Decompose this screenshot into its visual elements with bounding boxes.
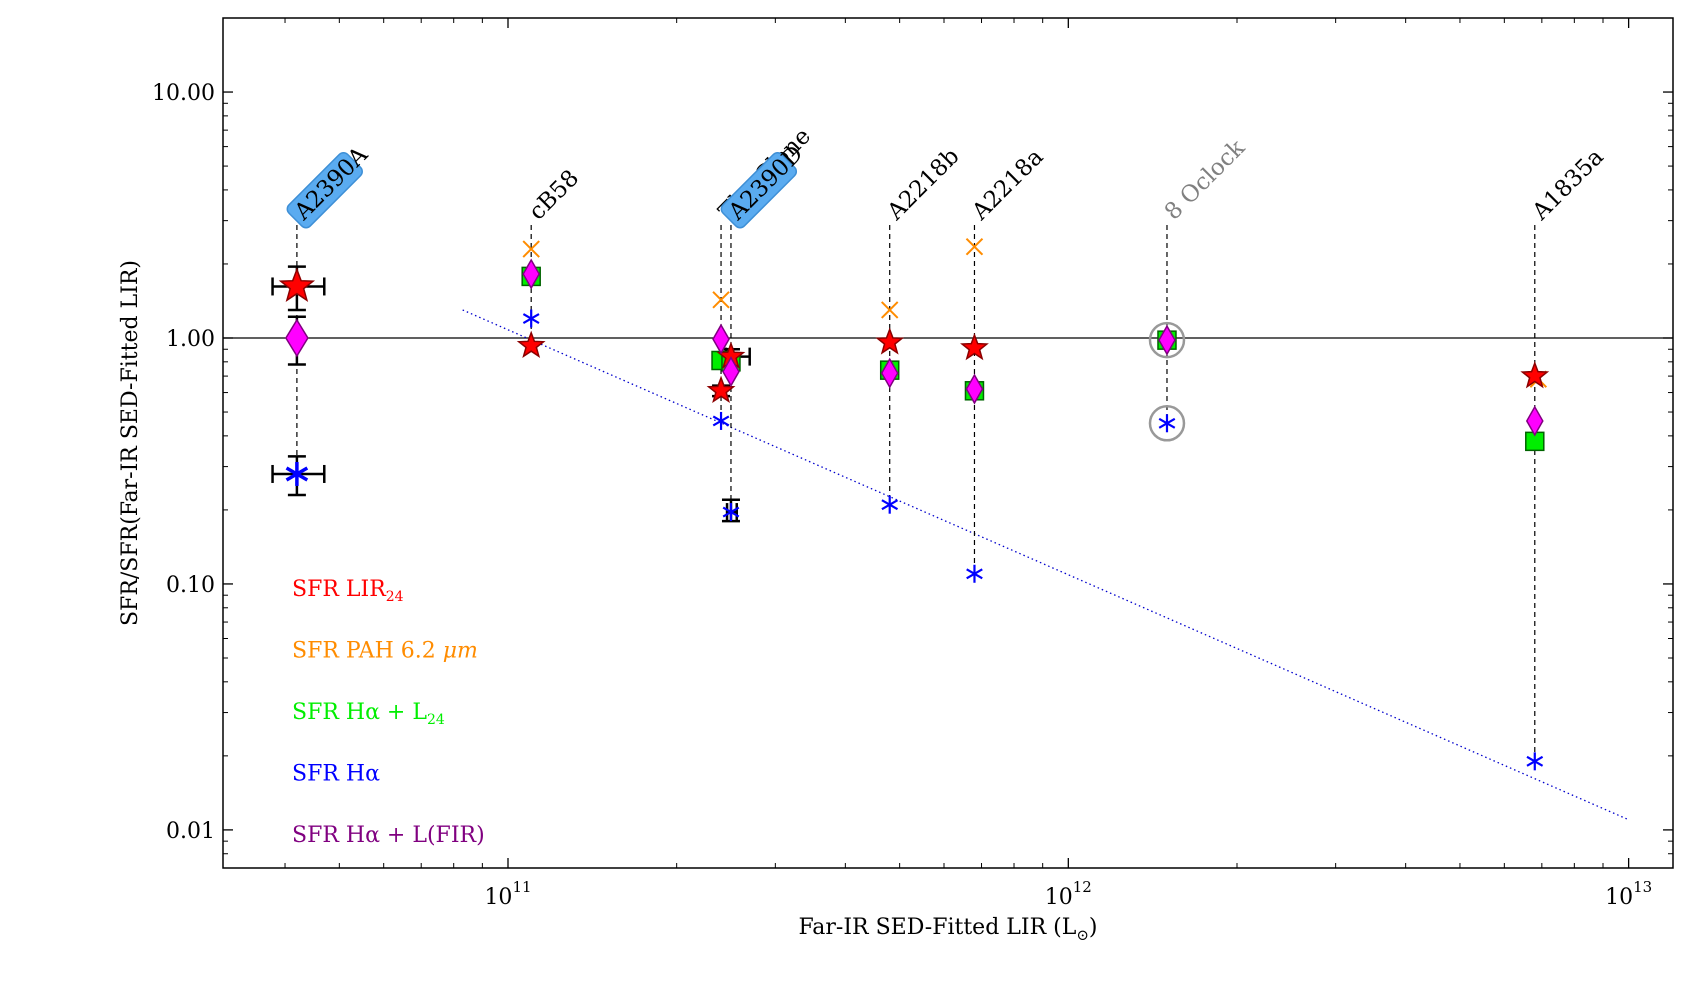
legend-sfr-pah-6-2: SFR PAH 6.2 μm bbox=[292, 639, 478, 664]
y-tick-label: 10.00 bbox=[152, 81, 215, 106]
legend: SFR LIR24 SFR PAH 6.2 μm SFR Hα + L24 SFR H… bbox=[292, 577, 485, 848]
legend-sfr-lir24: SFR LIR24 bbox=[292, 577, 404, 605]
x-tick-label: 1012 bbox=[1045, 878, 1092, 910]
circled-point-8-oclock bbox=[1148, 321, 1186, 359]
sfr-h-l-fir-point-a1835a bbox=[1525, 405, 1544, 437]
x-tick-label: 1011 bbox=[484, 878, 531, 910]
sfr-h-point-a2390d bbox=[722, 503, 740, 522]
sfr-h-l-fir-point-cb58 bbox=[522, 258, 541, 290]
sfr-h-l-fir-point-a2390a bbox=[285, 318, 309, 358]
legend-sfr-h: SFR Hα bbox=[292, 762, 380, 787]
sfr-pah-6-2-point-a2218a bbox=[965, 238, 984, 256]
y-tick-label: 1.00 bbox=[166, 327, 215, 352]
sfr-lir-point-a2218b bbox=[875, 327, 905, 355]
circled-point-8-oclock bbox=[1148, 405, 1186, 442]
sfr-h-l-fir-point-8-oclock bbox=[1158, 324, 1176, 356]
y-tick-label: 0.01 bbox=[166, 819, 215, 844]
sfr-h-l-fir-point-a2390d bbox=[722, 356, 740, 388]
sfr-h-point-a2218b bbox=[881, 495, 899, 514]
y-tick-label: 0.10 bbox=[166, 573, 215, 598]
sfr-h-l-fir-point-the-clone bbox=[712, 323, 730, 355]
sfr-lir-point-cb58 bbox=[516, 330, 546, 358]
sfr-h-point-8-oclock bbox=[1158, 414, 1176, 433]
sfr-pah-6-2-point-the-clone bbox=[712, 291, 730, 309]
minor-ticks bbox=[223, 17, 1673, 869]
sfr-pah-6-2-point-cb58 bbox=[522, 240, 540, 258]
legend-sfr-h-l24: SFR Hα + L24 bbox=[292, 700, 445, 728]
plot-area-frame bbox=[222, 17, 1674, 869]
sfr-h-l-fir-point-a2218a bbox=[965, 373, 984, 405]
sfr-h-point-a1835a bbox=[1526, 752, 1544, 771]
x-axis-label: Far-IR SED-Fitted LIR (L⊙) bbox=[799, 915, 1098, 944]
galaxy-label-highlight bbox=[286, 152, 363, 229]
sfr-pah-6-2-point-a2218b bbox=[881, 301, 899, 319]
sfr-h-l-fir-point-a2218b bbox=[880, 357, 899, 389]
sfr-h-point-a2218a bbox=[966, 564, 983, 583]
x-axis-label-sub: ⊙ bbox=[1076, 926, 1089, 944]
sfr-lir-point-a1835a bbox=[1520, 360, 1550, 389]
trend-line bbox=[462, 309, 1629, 821]
data-markers bbox=[278, 238, 1550, 771]
sfr-lir-point-a2390a bbox=[278, 267, 316, 302]
x-axis-label-text: Far-IR SED-Fitted LIR (L bbox=[799, 915, 1077, 940]
sfr-h-point-a2390a bbox=[285, 461, 309, 486]
y-axis-label: SFR/SFR(Far-IR SED-Fitted LIR) bbox=[118, 260, 143, 626]
sfr-h-point-the-clone bbox=[712, 411, 730, 430]
sfr-lir-point-the-clone bbox=[706, 375, 736, 404]
legend-sfr-h-l-fir: SFR Hα + L(FIR) bbox=[292, 823, 485, 848]
sfr-lir-point-a2218a bbox=[960, 332, 989, 361]
x-tick-label: 1013 bbox=[1605, 878, 1652, 910]
sfr-h-point-cb58 bbox=[522, 309, 540, 328]
x-axis-label-close: ) bbox=[1089, 915, 1098, 940]
axis-ticks: 1011 1012 1013 10.00 1.00 0.10 0.01 bbox=[152, 18, 1673, 910]
galaxy-label-highlight bbox=[720, 152, 798, 229]
